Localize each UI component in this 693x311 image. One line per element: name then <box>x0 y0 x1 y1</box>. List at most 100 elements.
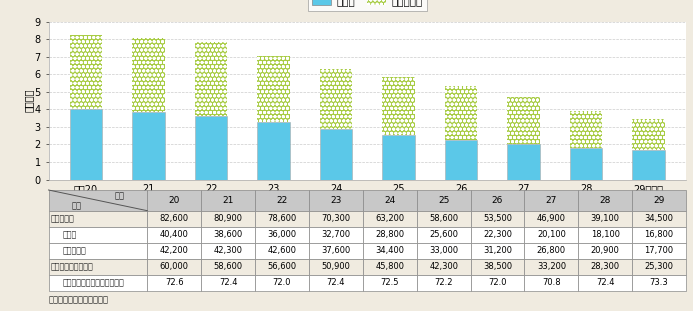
Text: 42,300: 42,300 <box>213 246 243 255</box>
Text: 42,200: 42,200 <box>160 246 188 255</box>
Text: 主要団体の占める割合（％）: 主要団体の占める割合（％） <box>62 278 124 287</box>
Bar <box>49 227 148 243</box>
Text: 38,600: 38,600 <box>213 230 243 239</box>
Bar <box>49 259 148 275</box>
Text: 72.0: 72.0 <box>273 278 291 287</box>
Text: 39,100: 39,100 <box>590 214 620 223</box>
Text: 80,900: 80,900 <box>213 214 243 223</box>
Bar <box>632 211 686 227</box>
Text: 23: 23 <box>330 196 342 205</box>
Bar <box>570 111 602 148</box>
Bar <box>309 275 363 290</box>
Text: 年次: 年次 <box>114 192 125 201</box>
Bar <box>363 243 416 259</box>
Text: 36,000: 36,000 <box>267 230 297 239</box>
Bar <box>195 116 227 179</box>
Bar <box>579 243 632 259</box>
Text: 63,200: 63,200 <box>375 214 404 223</box>
Text: 20: 20 <box>168 196 180 205</box>
Text: 28,300: 28,300 <box>590 262 620 271</box>
Text: 72.4: 72.4 <box>596 278 615 287</box>
Bar <box>363 190 416 211</box>
Text: 34,500: 34,500 <box>644 214 674 223</box>
Bar <box>49 243 148 259</box>
Text: 27: 27 <box>545 196 557 205</box>
Bar <box>416 243 471 259</box>
Bar <box>632 275 686 290</box>
Text: 21: 21 <box>222 196 234 205</box>
Text: 58,600: 58,600 <box>429 214 458 223</box>
Bar <box>201 259 255 275</box>
Text: 45,800: 45,800 <box>376 262 404 271</box>
Text: 72.4: 72.4 <box>326 278 345 287</box>
Bar <box>471 243 525 259</box>
Text: 42,600: 42,600 <box>267 246 297 255</box>
Bar <box>632 243 686 259</box>
Text: 25: 25 <box>438 196 449 205</box>
Text: 32,700: 32,700 <box>322 230 351 239</box>
Text: 38,500: 38,500 <box>483 262 512 271</box>
Bar <box>319 129 352 179</box>
Bar <box>255 190 309 211</box>
Text: 72.4: 72.4 <box>219 278 238 287</box>
Bar <box>309 211 363 227</box>
Bar <box>319 69 352 129</box>
Text: 70.8: 70.8 <box>542 278 561 287</box>
Bar <box>525 275 579 290</box>
Text: 総数（人）: 総数（人） <box>51 214 75 223</box>
Bar <box>201 190 255 211</box>
Bar <box>363 259 416 275</box>
Bar <box>309 190 363 211</box>
Bar <box>525 190 579 211</box>
Bar <box>570 148 602 179</box>
Bar <box>148 259 201 275</box>
Text: 17,700: 17,700 <box>644 246 674 255</box>
Text: 58,600: 58,600 <box>213 262 243 271</box>
Text: 33,200: 33,200 <box>537 262 566 271</box>
Text: 56,600: 56,600 <box>267 262 297 271</box>
Bar <box>525 259 579 275</box>
Text: 28: 28 <box>599 196 611 205</box>
Bar <box>416 275 471 290</box>
Text: 40,400: 40,400 <box>160 230 188 239</box>
Bar <box>525 227 579 243</box>
Bar <box>507 144 540 179</box>
Bar <box>255 259 309 275</box>
Text: 主要団体総数（人）: 主要団体総数（人） <box>51 262 94 271</box>
Text: 53,500: 53,500 <box>483 214 512 223</box>
Bar <box>195 42 227 116</box>
Bar <box>363 211 416 227</box>
Bar <box>148 243 201 259</box>
Text: 26,800: 26,800 <box>537 246 566 255</box>
Bar <box>70 109 103 179</box>
Text: 25,300: 25,300 <box>644 262 674 271</box>
Bar <box>632 119 665 150</box>
Text: 37,600: 37,600 <box>322 246 351 255</box>
Bar <box>255 275 309 290</box>
Bar <box>632 259 686 275</box>
Bar <box>416 259 471 275</box>
Text: 60,000: 60,000 <box>160 262 188 271</box>
Bar <box>579 275 632 290</box>
Bar <box>579 227 632 243</box>
Bar <box>255 227 309 243</box>
Bar <box>416 211 471 227</box>
Bar <box>363 227 416 243</box>
Bar <box>632 190 686 211</box>
Text: 20,100: 20,100 <box>537 230 565 239</box>
Bar <box>148 275 201 290</box>
Bar <box>525 211 579 227</box>
Bar <box>255 243 309 259</box>
Text: 78,600: 78,600 <box>267 214 297 223</box>
Text: 29: 29 <box>653 196 665 205</box>
Bar <box>471 211 525 227</box>
Bar <box>632 150 665 179</box>
Bar <box>445 86 477 141</box>
Text: 22: 22 <box>277 196 288 205</box>
Text: 50,900: 50,900 <box>322 262 351 271</box>
Bar <box>363 275 416 290</box>
Text: 区分: 区分 <box>71 202 81 211</box>
Text: 72.5: 72.5 <box>380 278 399 287</box>
Text: 33,000: 33,000 <box>429 246 458 255</box>
Text: 72.0: 72.0 <box>489 278 507 287</box>
